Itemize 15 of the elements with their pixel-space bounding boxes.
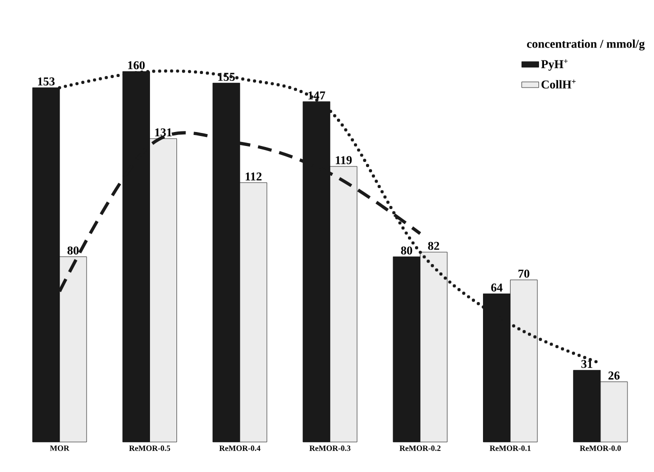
data-label: 70 [518,270,530,278]
data-label: 64 [491,284,503,292]
data-label: 131 [155,128,172,136]
data-label: 80 [68,246,79,255]
data-label: 119 [336,156,352,164]
data-label: 160 [128,61,145,70]
data-label: 112 [246,172,262,180]
data-label: 80 [401,246,412,255]
legend-title: concentration / mmol/g [527,39,645,50]
legend-label: CollH$^{+}$ [542,80,576,89]
legend-label: PyH$^{+}$ [541,59,568,71]
data-label: 153 [38,77,55,86]
data-label: 82 [428,242,440,250]
data-label: 26 [608,372,620,380]
data-label: 31 [581,360,592,368]
